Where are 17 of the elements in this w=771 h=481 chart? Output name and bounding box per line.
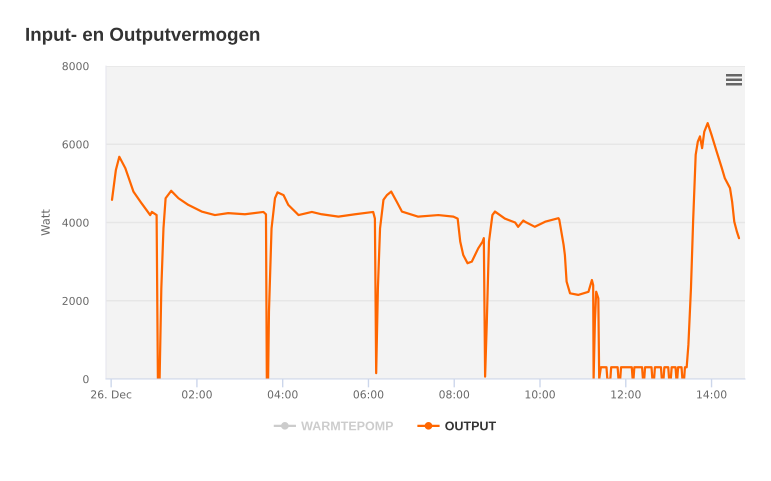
- y-tick-label: 2000: [62, 296, 89, 306]
- x-tick-label: 08:00: [439, 390, 470, 398]
- y-tick-label: 4000: [62, 218, 89, 227]
- x-tick-label: 04:00: [268, 390, 298, 398]
- x-tick-label: 06:00: [354, 390, 384, 398]
- x-tick-label: 10:00: [526, 390, 555, 398]
- y-tick-label: 0: [83, 375, 89, 384]
- x-tick-label: 14:00: [697, 390, 726, 398]
- y-tick-label: 6000: [62, 140, 89, 149]
- line-series: [110, 122, 740, 379]
- y-axis-title: Watt: [41, 209, 50, 236]
- x-tick-label: 26. Dec: [91, 390, 132, 398]
- x-tick-label: 12:00: [611, 390, 641, 398]
- chart-title: Input- en Outputvermogen: [26, 28, 260, 45]
- x-tick-label: 02:00: [182, 390, 212, 398]
- y-tick-label: 8000: [62, 62, 89, 70]
- legend-label: OUTPUT: [445, 422, 496, 430]
